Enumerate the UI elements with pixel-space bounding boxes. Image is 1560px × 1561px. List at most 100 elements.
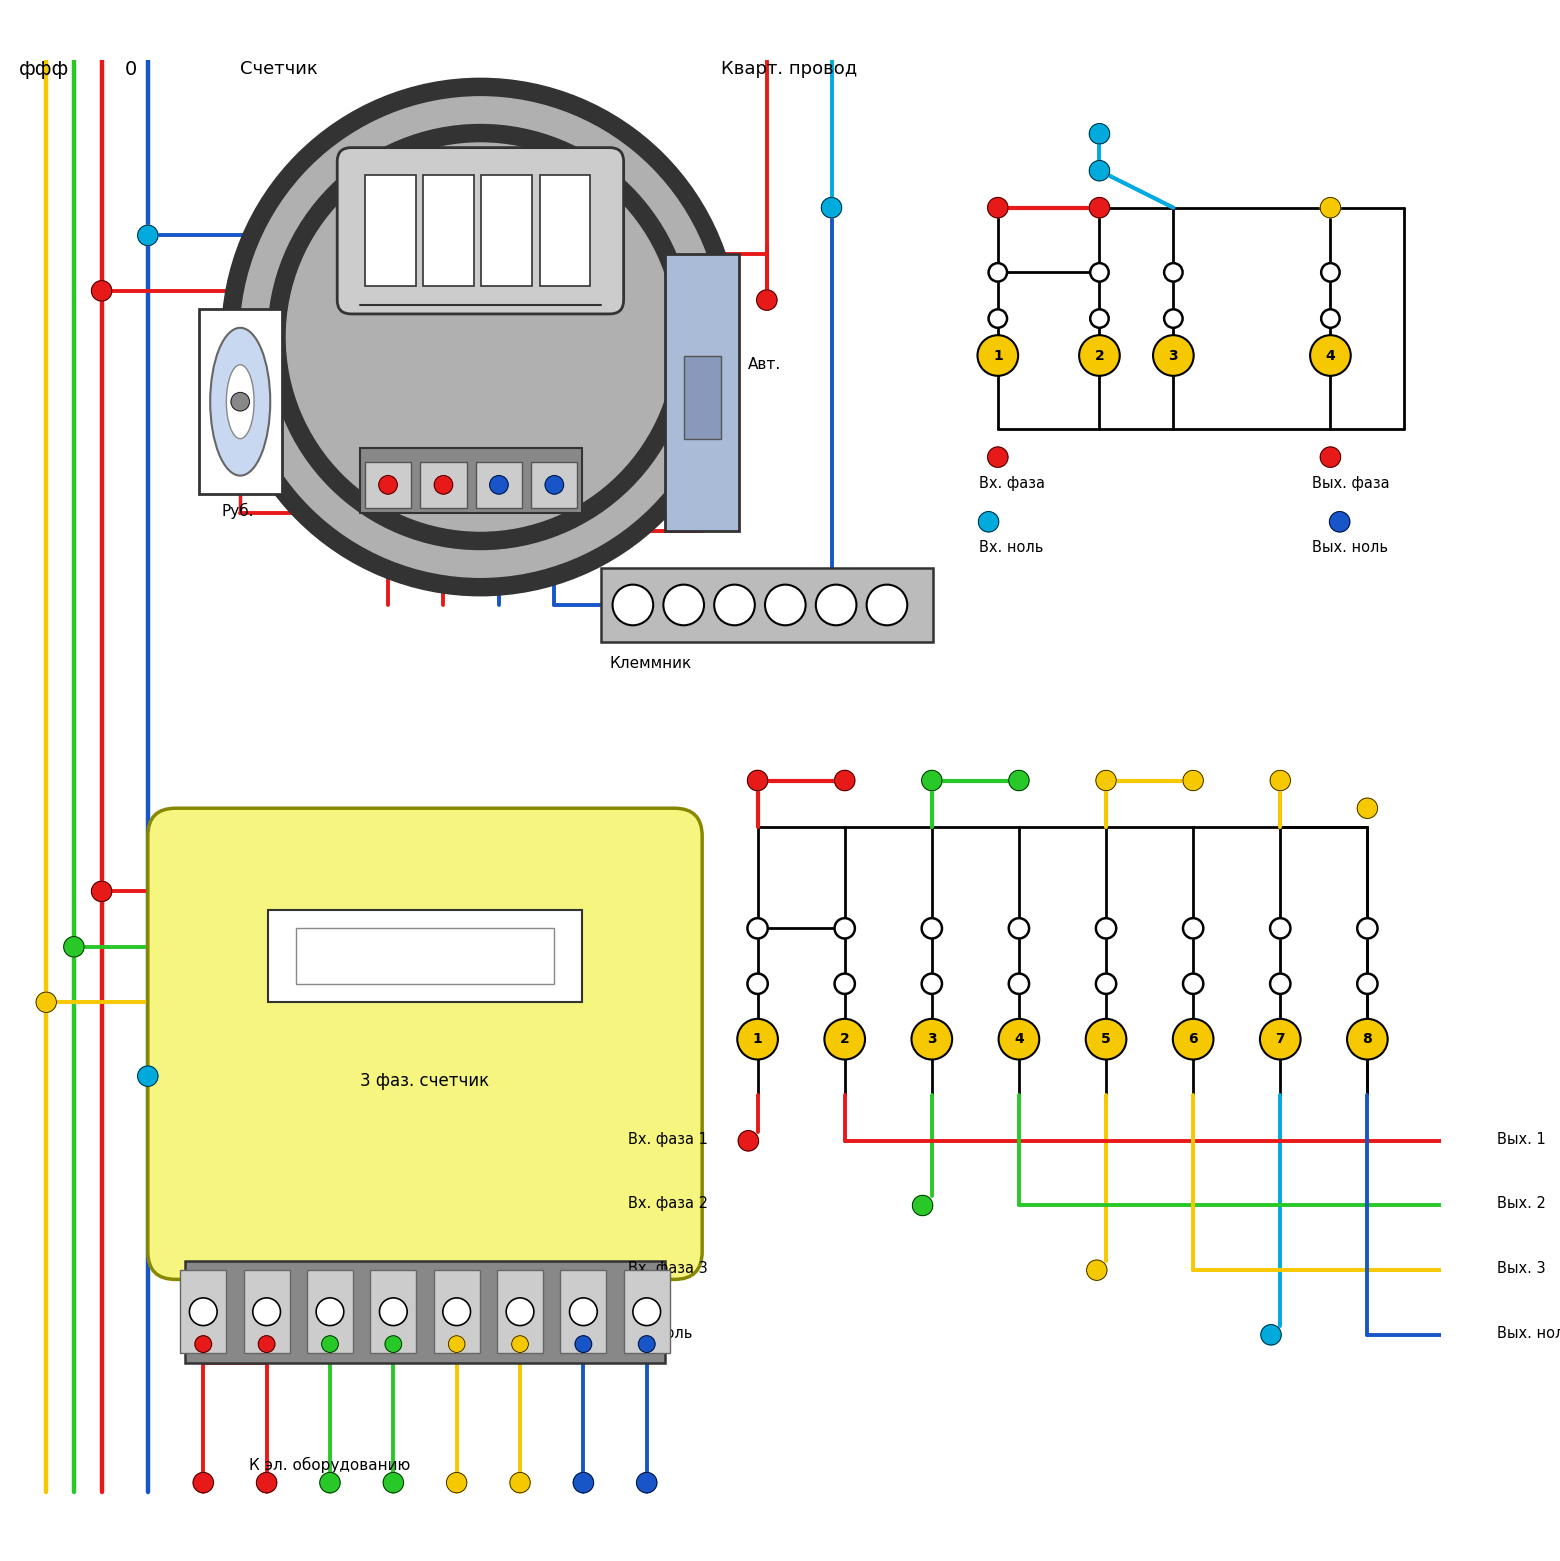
Circle shape (253, 1297, 281, 1325)
Circle shape (1270, 974, 1290, 994)
Bar (434, 1271, 480, 1353)
Circle shape (978, 336, 1019, 376)
Text: 7: 7 (1276, 1032, 1285, 1046)
Circle shape (989, 309, 1008, 328)
Bar (498, 1271, 543, 1353)
Circle shape (1357, 974, 1377, 994)
Text: 1: 1 (753, 1032, 763, 1046)
Circle shape (1270, 770, 1290, 791)
Bar (560, 1271, 607, 1353)
Circle shape (747, 974, 768, 994)
Circle shape (268, 125, 693, 549)
Text: 4: 4 (1326, 348, 1335, 362)
Text: К эл. оборудованию: К эл. оборудованию (250, 1458, 410, 1474)
Circle shape (505, 1297, 534, 1325)
Text: 8: 8 (1362, 1032, 1373, 1046)
Text: Вых. 2: Вых. 2 (1496, 1196, 1546, 1211)
Circle shape (1320, 198, 1340, 219)
Text: Вых. ноль: Вых. ноль (1496, 1325, 1560, 1341)
FancyBboxPatch shape (148, 809, 702, 1280)
Circle shape (747, 918, 768, 938)
Bar (482, 175, 532, 286)
Circle shape (633, 1297, 660, 1325)
Circle shape (1321, 264, 1340, 281)
Ellipse shape (226, 365, 254, 439)
Circle shape (1164, 309, 1182, 328)
Circle shape (922, 918, 942, 938)
Circle shape (1320, 446, 1340, 467)
Bar (683, 356, 721, 439)
Circle shape (824, 1019, 866, 1060)
Circle shape (1164, 264, 1182, 281)
Circle shape (738, 1130, 758, 1150)
Circle shape (1468, 1325, 1488, 1346)
Text: Руб.: Руб. (222, 503, 254, 520)
Text: Вх. фаза 2: Вх. фаза 2 (629, 1196, 708, 1211)
Circle shape (222, 78, 739, 596)
Circle shape (1260, 1325, 1281, 1346)
Circle shape (1329, 512, 1349, 532)
Circle shape (231, 392, 250, 411)
Circle shape (835, 918, 855, 938)
Circle shape (1357, 798, 1377, 818)
Text: 3: 3 (1168, 348, 1178, 362)
Circle shape (1468, 1260, 1488, 1280)
Bar (307, 1271, 353, 1353)
Circle shape (490, 476, 509, 495)
Circle shape (256, 1472, 276, 1492)
Text: Вх. фаза 3: Вх. фаза 3 (629, 1261, 708, 1275)
Text: Вых. фаза: Вых. фаза (1312, 476, 1390, 490)
Circle shape (757, 290, 777, 311)
Circle shape (443, 1297, 471, 1325)
Circle shape (663, 585, 704, 626)
Circle shape (259, 1336, 275, 1352)
Circle shape (1089, 161, 1109, 181)
Text: 4: 4 (1014, 1032, 1023, 1046)
Circle shape (36, 993, 56, 1013)
Circle shape (978, 512, 998, 532)
Text: Счетчик: Счетчик (240, 59, 318, 78)
Circle shape (1090, 309, 1109, 328)
Circle shape (385, 1336, 401, 1352)
Circle shape (1009, 918, 1030, 938)
Circle shape (835, 770, 855, 791)
Circle shape (1153, 336, 1193, 376)
Circle shape (448, 1336, 465, 1352)
Text: Вых. 3: Вых. 3 (1496, 1261, 1546, 1275)
Circle shape (714, 585, 755, 626)
Text: Вх. ноль: Вх. ноль (629, 1325, 693, 1341)
Bar (365, 175, 417, 286)
Circle shape (576, 1336, 591, 1352)
Text: 5: 5 (1101, 1032, 1111, 1046)
Circle shape (320, 1472, 340, 1492)
Circle shape (987, 198, 1008, 219)
Text: 6: 6 (1189, 1032, 1198, 1046)
Circle shape (1090, 264, 1109, 281)
Circle shape (1321, 309, 1340, 328)
Text: ффф: ффф (19, 59, 69, 80)
Bar (420, 462, 466, 507)
Text: 3 фаз. счетчик: 3 фаз. счетчик (360, 1072, 490, 1090)
Circle shape (636, 1472, 657, 1492)
Text: Вх. ноль: Вх. ноль (980, 540, 1044, 556)
Text: 2: 2 (1095, 348, 1104, 362)
Bar (532, 462, 577, 507)
Circle shape (512, 1336, 529, 1352)
Circle shape (922, 974, 942, 994)
Circle shape (195, 1336, 212, 1352)
Circle shape (1357, 918, 1377, 938)
Circle shape (287, 144, 674, 531)
Circle shape (738, 1019, 778, 1060)
Circle shape (573, 1472, 593, 1492)
Bar (476, 462, 523, 507)
Circle shape (384, 1472, 404, 1492)
Circle shape (1095, 918, 1117, 938)
Circle shape (240, 97, 721, 578)
Circle shape (1095, 770, 1117, 791)
Text: Вых. 1: Вых. 1 (1496, 1132, 1546, 1147)
Bar (243, 1271, 290, 1353)
Circle shape (569, 1297, 597, 1325)
Bar (601, 568, 933, 642)
Circle shape (193, 1472, 214, 1492)
Text: Кварт. провод: Кварт. провод (721, 59, 856, 78)
